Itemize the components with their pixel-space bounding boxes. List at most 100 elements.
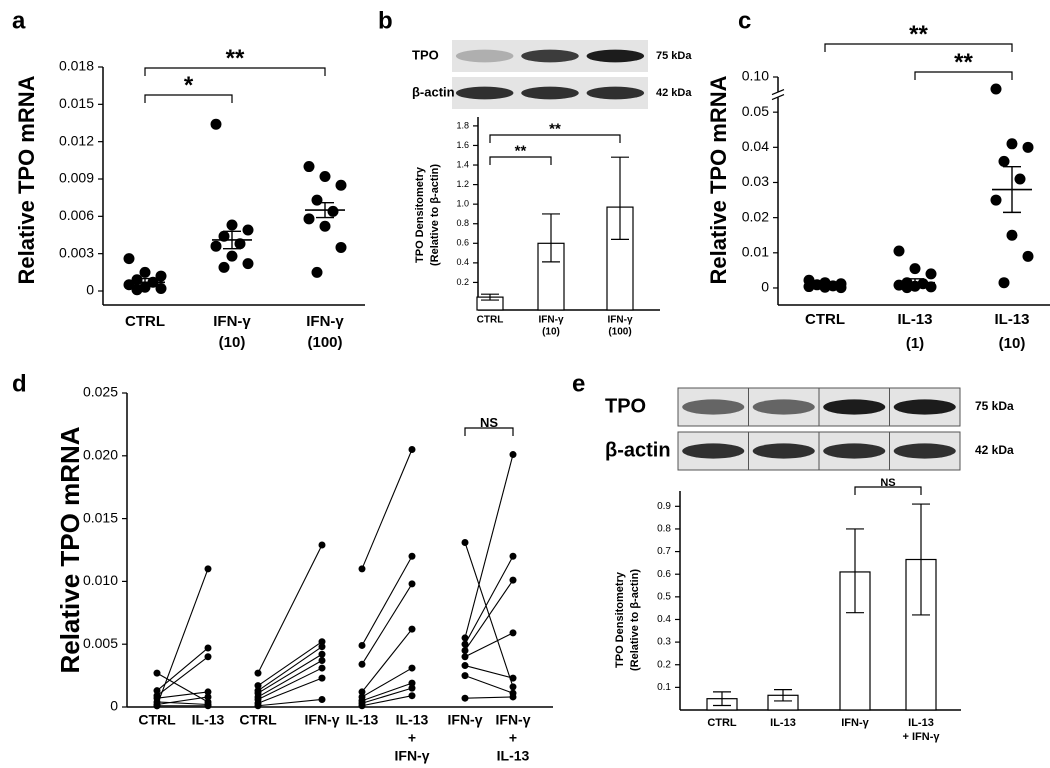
data-point bbox=[893, 245, 905, 257]
error-bar bbox=[481, 293, 499, 301]
y-tick-label: 0.03 bbox=[742, 173, 769, 189]
data-point bbox=[358, 565, 366, 573]
pair-line bbox=[464, 579, 514, 651]
data-point bbox=[461, 694, 469, 702]
pair-line bbox=[361, 556, 413, 646]
data-point bbox=[131, 284, 143, 296]
y-tick-label: 0.2 bbox=[657, 659, 671, 670]
data-point bbox=[204, 653, 212, 661]
data-point bbox=[254, 669, 262, 677]
x-tick-label: IL-13 bbox=[770, 717, 796, 729]
data-point bbox=[204, 702, 212, 710]
blot-label: TPO bbox=[605, 395, 646, 417]
y-tick-label: 0.1 bbox=[657, 682, 671, 693]
y-tick-label: 0.01 bbox=[742, 244, 769, 260]
panel-letter: d bbox=[12, 370, 27, 397]
y-tick-label: 0.025 bbox=[83, 384, 118, 400]
data-point bbox=[254, 702, 262, 710]
data-point bbox=[226, 219, 238, 231]
data-point bbox=[509, 629, 517, 637]
pair-line bbox=[156, 672, 209, 703]
y-tick-label: 1.0 bbox=[456, 199, 469, 209]
sem-bar bbox=[136, 277, 154, 287]
data-point bbox=[925, 268, 937, 280]
data-point bbox=[509, 683, 517, 691]
significance-label: ** bbox=[909, 21, 928, 48]
error-bar bbox=[611, 156, 629, 240]
data-point bbox=[1014, 173, 1026, 185]
pair-line bbox=[464, 696, 514, 699]
data-point bbox=[509, 576, 517, 584]
y-tick-label: 0.4 bbox=[456, 257, 469, 267]
y-tick-label: 0 bbox=[761, 279, 769, 295]
data-point bbox=[318, 541, 326, 549]
y-tick-label: 0.010 bbox=[83, 572, 118, 588]
significance-bracket bbox=[854, 486, 922, 495]
pair-line bbox=[257, 653, 323, 694]
data-point bbox=[153, 687, 161, 695]
pair-line bbox=[257, 544, 323, 674]
panel-letter: a bbox=[12, 7, 26, 34]
pair-line bbox=[361, 687, 413, 704]
data-point bbox=[242, 258, 254, 270]
x-tick-label: (10) bbox=[219, 334, 246, 351]
y-tick-label: 0.8 bbox=[456, 218, 469, 228]
data-point bbox=[990, 194, 1002, 206]
x-tick-label: + bbox=[509, 730, 517, 746]
x-tick-label: + bbox=[408, 730, 416, 746]
data-point bbox=[311, 266, 323, 278]
x-tick-label: CTRL bbox=[707, 717, 737, 729]
pair-line bbox=[156, 701, 209, 706]
data-point bbox=[318, 695, 326, 703]
data-point bbox=[218, 261, 230, 273]
data-point bbox=[254, 682, 262, 690]
pair-line bbox=[464, 556, 514, 645]
pair-line bbox=[464, 454, 514, 639]
data-point bbox=[990, 83, 1002, 95]
y-tick-label: 0.020 bbox=[83, 447, 118, 463]
data-point bbox=[210, 118, 222, 130]
significance-label: ** bbox=[954, 49, 973, 76]
data-point bbox=[335, 241, 347, 253]
error-bar bbox=[774, 689, 792, 702]
pair-line bbox=[257, 660, 323, 698]
data-point bbox=[242, 224, 254, 236]
blot-band bbox=[823, 443, 886, 459]
blot-band bbox=[521, 49, 579, 63]
y-tick-label: 0.04 bbox=[742, 138, 769, 154]
error-bar bbox=[713, 691, 731, 707]
pair-line bbox=[257, 646, 323, 692]
y-axis-label: Relative TPO mRNA bbox=[706, 75, 731, 284]
data-point bbox=[803, 281, 815, 293]
x-tick-label: IL-13 bbox=[897, 311, 932, 328]
x-tick-label: IL-13 bbox=[497, 748, 530, 764]
data-point bbox=[318, 650, 326, 658]
blot-size: 75 kDa bbox=[656, 50, 692, 62]
significance-bracket bbox=[914, 71, 1013, 80]
data-point bbox=[204, 565, 212, 573]
y-tick-label: 0.006 bbox=[59, 207, 94, 223]
x-tick-label: IL-13 bbox=[346, 712, 379, 728]
pair-line bbox=[361, 628, 413, 693]
significance-label: NS bbox=[480, 415, 498, 430]
blot-label: β-actin bbox=[412, 84, 455, 99]
data-point bbox=[909, 263, 921, 275]
pair-line bbox=[257, 698, 323, 707]
data-point bbox=[358, 688, 366, 696]
significance-bracket bbox=[489, 156, 552, 165]
data-point bbox=[509, 451, 517, 459]
y-tick-label: 0.2 bbox=[456, 277, 469, 287]
panel-letter: b bbox=[378, 7, 393, 34]
error-bar bbox=[542, 213, 560, 263]
panel-letter: e bbox=[572, 370, 585, 397]
significance-label: ** bbox=[226, 45, 245, 72]
data-point bbox=[234, 238, 246, 250]
y-axis-label: Relative TPO mRNA bbox=[14, 75, 39, 284]
y-tick-label: 0.05 bbox=[742, 103, 769, 119]
x-tick-label: IFN-γ bbox=[496, 712, 531, 728]
blot-size: 42 kDa bbox=[656, 87, 692, 99]
pair-line bbox=[464, 675, 514, 694]
data-point bbox=[509, 552, 517, 560]
